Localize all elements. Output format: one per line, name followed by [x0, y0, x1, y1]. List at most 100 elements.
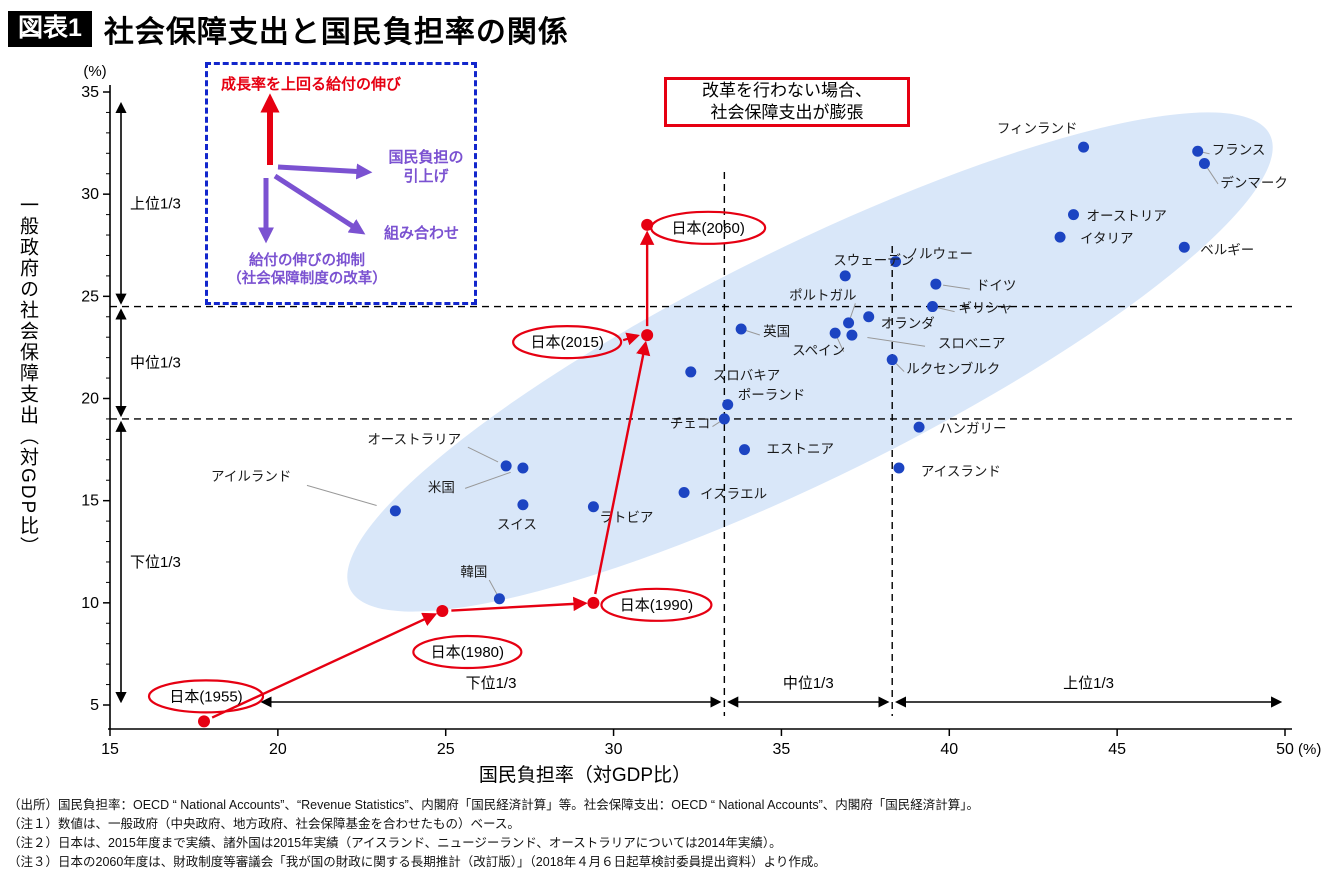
y-axis-title: 一般政府の社会保障支出（対GDP比） [17, 195, 38, 558]
legend-right-label-line1: 国民負担の [388, 149, 464, 166]
x-axis-title: 国民負担率（対GDP比） [478, 765, 692, 786]
country-dot [587, 501, 599, 513]
country-label: オーストラリア [367, 432, 461, 447]
country-dot [1068, 209, 1079, 221]
country-label: オランダ [881, 316, 935, 331]
legend-right-label-line2: 引上げ [403, 167, 449, 185]
zone-label-left: 下位1/3 [130, 554, 181, 571]
legend-diagonal-label: 組み合わせ [384, 225, 460, 242]
country-label: ラトビア [599, 510, 653, 525]
legend-down-label-line1: 給付の伸びの抑制 [249, 253, 365, 269]
country-label: 英国 [763, 323, 790, 339]
japan-label-ellipse [147, 679, 265, 714]
country-label: スロバキア [713, 368, 781, 383]
country-dot [1192, 145, 1204, 157]
y-tick-label: 25 [81, 288, 99, 305]
country-dot [1078, 141, 1090, 153]
zone-label-bottom: 下位1/3 [466, 675, 517, 692]
leader-line [1206, 167, 1219, 185]
country-label: イタリア [1080, 231, 1133, 246]
japan-label-ellipse [650, 210, 767, 245]
legend-down-label: 給付の伸びの抑制 （社会保障制度の改革） [208, 252, 406, 288]
leader-line [894, 361, 905, 372]
country-dot [517, 462, 529, 474]
chart-header: 図表1 社会保障支出と国民負担率の関係 [8, 7, 569, 51]
country-label: アイルランド [211, 469, 291, 484]
japan-label: 日本(1990) [620, 597, 693, 614]
country-dot [1198, 158, 1210, 170]
country-dot [685, 366, 697, 378]
no-reform-annotation: 改革を行わない場合、 社会保障支出が膨張 [664, 77, 910, 127]
country-label: デンマーク [1220, 175, 1288, 191]
country-dot [735, 323, 747, 335]
country-dot [1178, 241, 1190, 253]
country-dot [722, 399, 734, 411]
country-label: スペイン [792, 343, 845, 358]
japan-trajectory-arrow [451, 596, 588, 612]
country-dot [886, 354, 898, 366]
zone-label-bottom: 中位1/3 [783, 675, 834, 692]
page-title: 社会保障支出と国民負担率の関係 [103, 16, 569, 49]
footnotes: （出所）国民負担率：OECD “ National Accounts”、“Rev… [8, 796, 979, 872]
country-label: フィンランド [997, 121, 1078, 136]
leader-line [836, 336, 845, 353]
y-tick-label: 10 [81, 595, 99, 612]
x-tick-label: 45 [1108, 741, 1126, 758]
country-label: スウェーデン [833, 252, 914, 268]
leader-line [867, 337, 926, 347]
footnote-2: （注２）日本は、2015年度まで実績、諸外国は2015年実績（アイスランド、ニュ… [8, 836, 782, 850]
y-tick-label: 35 [81, 84, 99, 101]
japan-label: 日本(2015) [530, 334, 603, 351]
country-label: オーストリア [1087, 209, 1167, 224]
leader-line [467, 446, 499, 463]
figure-badge: 図表1 [8, 11, 92, 47]
leader-line [306, 484, 377, 506]
country-dot [1054, 231, 1066, 243]
country-dot [846, 329, 858, 341]
country-dot [389, 505, 401, 517]
country-label: ベルギー [1200, 242, 1254, 257]
country-dot [493, 593, 505, 605]
x-tick-label: 30 [605, 741, 623, 758]
country-label: ドイツ [976, 278, 1017, 293]
country-dot [839, 270, 851, 282]
leader-line [942, 284, 970, 290]
y-tick-label: 20 [81, 391, 99, 408]
japan-label-pointer-arrow [622, 332, 640, 346]
japan-label: 日本(1955) [169, 688, 242, 705]
country-dot [930, 278, 942, 290]
country-dot [843, 317, 855, 329]
footnote-source: （出所）国民負担率：OECD “ National Accounts”、“Rev… [8, 798, 979, 812]
country-dot [927, 301, 938, 313]
x-tick-label: 25 [437, 741, 455, 758]
zone-label-bottom: 上位1/3 [1063, 675, 1114, 692]
leader-line [464, 471, 511, 489]
country-label: スイス [497, 517, 537, 532]
country-dot [863, 311, 875, 323]
country-label: ポルトガル [789, 288, 857, 303]
country-label: ギリシャ [959, 301, 1013, 316]
country-label: エストニア [767, 442, 835, 457]
leader-line [488, 579, 498, 596]
annotation-line2: 社会保障支出が膨張 [710, 103, 864, 122]
leader-line [937, 307, 955, 313]
legend-title: 成長率を上回る給付の伸び [221, 76, 402, 93]
country-dot [718, 413, 730, 425]
country-label: イスラエル [700, 486, 767, 501]
legend-arrows [257, 93, 373, 244]
country-label: ルクセンブルク [906, 361, 1000, 377]
country-dot [913, 421, 925, 433]
country-label: ポーランド [738, 388, 806, 403]
annotation-line1: 改革を行わない場合、 [702, 81, 872, 100]
zone-label-left: 中位1/3 [130, 355, 181, 372]
x-axis-unit-label: (%) [1298, 741, 1321, 758]
japan-trajectory-arrow [594, 340, 651, 595]
x-tick-label: 50 [1276, 741, 1294, 758]
country-dot [739, 444, 750, 456]
x-tick-label: 35 [773, 741, 791, 758]
country-label: 韓国 [460, 565, 487, 580]
legend-box: 成長率を上回る給付の伸び 国民負担の 引上げ 組み合わせ 給付の伸びの抑制 （社… [205, 62, 477, 305]
japan-label-ellipse [600, 587, 713, 622]
